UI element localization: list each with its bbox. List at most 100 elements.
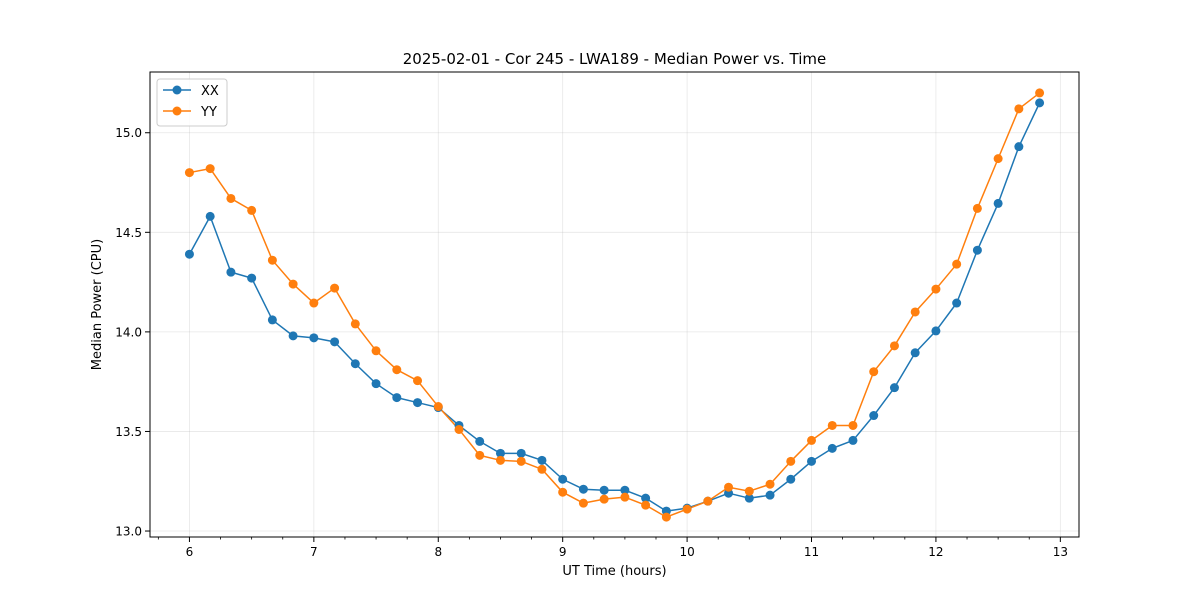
y-axis-ticks: 13.0 13.5 14.0 14.5 15.0 [115,126,150,539]
data-point-yy [661,512,671,522]
data-point-xx [247,273,257,283]
data-point-yy [247,205,257,215]
data-point-yy [620,492,630,502]
x-tick-label: 12 [928,545,943,559]
data-point-yy [475,450,485,460]
chart-title: 2025-02-01 - Cor 245 - LWA189 - Median P… [403,50,827,68]
data-point-yy [599,494,609,504]
data-point-xx [931,326,941,336]
data-point-yy [744,486,754,496]
data-point-xx [578,484,588,494]
x-tick-label: 7 [310,545,318,559]
x-tick-label: 6 [186,545,194,559]
data-point-xx [537,455,547,465]
series-line-xx [188,102,1041,512]
data-point-yy [682,504,692,514]
data-point-yy [184,168,194,178]
data-point-yy [371,346,381,356]
data-point-yy [848,420,858,430]
x-axis-ticks: 6 7 8 9 10 11 12 13 [157,537,1068,559]
legend-label-yy: YY [200,105,217,120]
data-point-yy [889,341,899,351]
x-tick-label: 9 [559,545,567,559]
data-point-yy [350,319,360,329]
data-point-xx [1014,142,1024,152]
data-point-yy [1014,104,1024,114]
data-point-xx [807,456,817,466]
data-point-xx [744,493,754,503]
data-point-yy [807,435,817,445]
data-point-yy [972,203,982,213]
data-point-xx [309,333,319,343]
data-point-yy [330,283,340,293]
data-point-yy [869,367,879,377]
series-points-yy [184,88,1045,522]
data-point-yy [433,402,443,412]
data-point-xx [371,379,381,389]
plot-frame [149,71,1080,538]
data-point-xx [620,485,630,495]
data-point-xx [993,198,1003,208]
data-point-yy [578,498,588,508]
data-point-xx [288,331,298,341]
data-point-yy [827,420,837,430]
data-point-xx [558,474,568,484]
x-axis-label: UT Time (hours) [562,564,666,579]
data-point-yy [724,482,734,492]
data-point-yy [226,193,236,203]
data-point-yy [786,456,796,466]
data-point-xx [205,211,215,221]
data-point-xx [599,485,609,495]
data-point-xx [413,398,423,408]
data-point-xx [889,383,899,393]
data-point-yy [703,496,713,506]
legend-label-xx: XX [201,84,219,99]
data-point-xx [827,443,837,453]
data-point-xx [184,249,194,259]
data-point-xx [869,411,879,421]
legend-entry-yy: YY [163,105,217,120]
data-point-yy [454,424,464,434]
data-point-yy [765,479,775,489]
y-tick-label: 14.0 [115,325,142,339]
data-point-yy [1035,88,1045,98]
data-point-yy [931,284,941,294]
data-point-xx [952,298,962,308]
data-point-yy [516,456,526,466]
data-point-yy [993,154,1003,164]
legend-marker-yy [172,106,182,116]
legend-marker-xx [172,85,182,95]
data-point-xx [910,348,920,358]
data-point-xx [972,245,982,255]
data-point-yy [952,259,962,269]
data-point-xx [475,436,485,446]
legend: XX YY [156,78,228,127]
series-points [184,88,1045,522]
x-tick-label: 13 [1053,545,1068,559]
data-point-xx [267,315,277,325]
data-point-yy [392,365,402,375]
data-point-yy [910,307,920,317]
data-point-yy [413,376,423,386]
data-point-yy [205,164,215,174]
data-point-xx [641,493,651,503]
data-point-xx [350,359,360,369]
data-point-xx [495,448,505,458]
data-point-xx [848,435,858,445]
x-tick-label: 10 [679,545,694,559]
data-point-yy [641,500,651,510]
y-tick-label: 13.5 [115,425,142,439]
y-axis-label: Median Power (CPU) [90,239,105,370]
data-point-yy [495,455,505,465]
x-tick-label: 8 [434,545,442,559]
data-point-yy [558,487,568,497]
data-point-yy [267,255,277,265]
y-tick-label: 13.0 [115,525,142,539]
data-point-xx [226,267,236,277]
data-point-yy [288,279,298,289]
data-point-xx [765,490,775,500]
x-tick-label: 11 [804,545,819,559]
data-point-xx [392,393,402,403]
y-tick-label: 14.5 [115,226,142,240]
data-point-xx [516,448,526,458]
